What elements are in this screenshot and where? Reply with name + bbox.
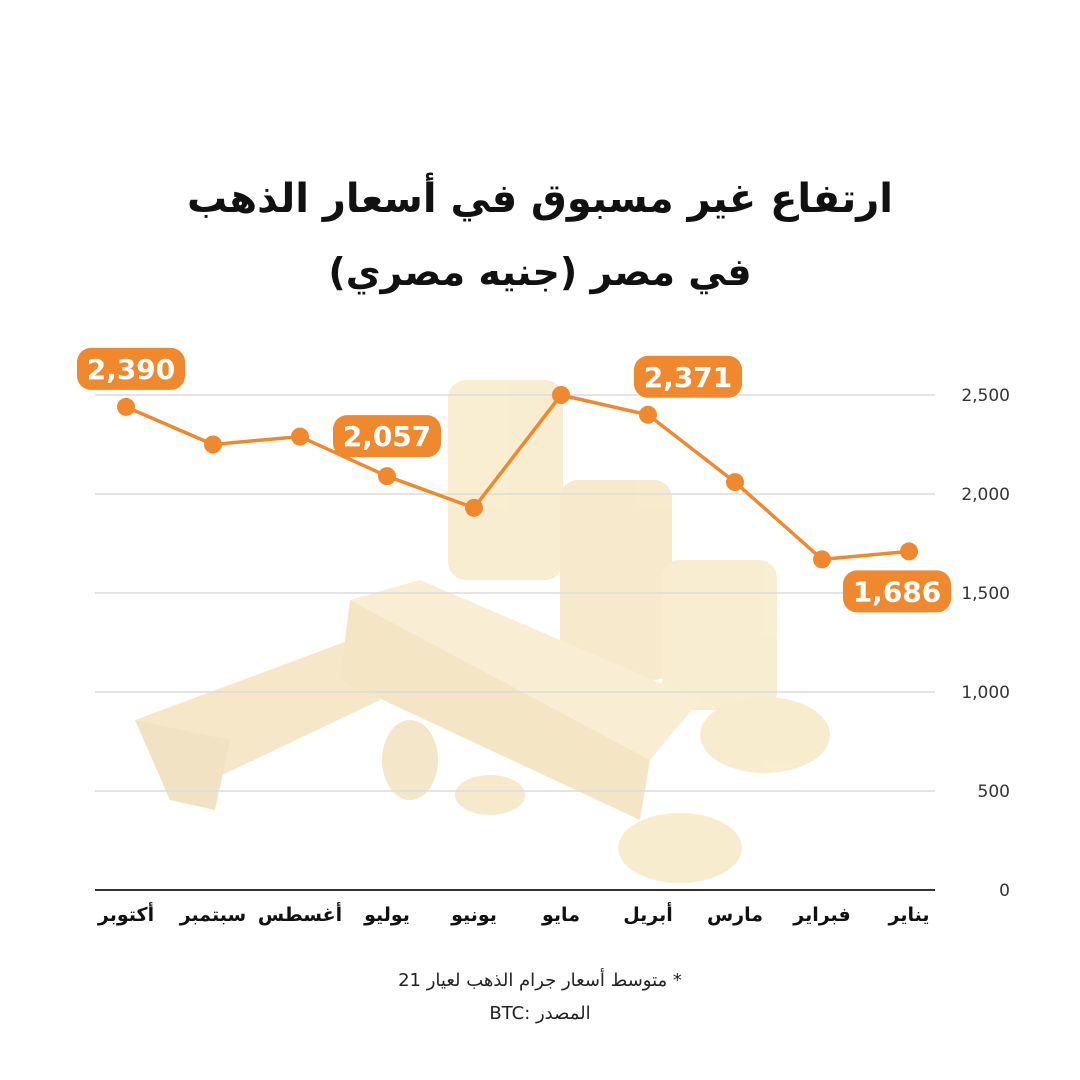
x-tick-label: أغسطس [258, 902, 342, 926]
y-tick-label: 1,500 [961, 584, 1010, 604]
series-line [117, 386, 918, 569]
grid-lines [95, 394, 935, 891]
callout-background [634, 355, 742, 398]
y-tick-label: 2,000 [961, 485, 1010, 505]
footnote: * متوسط أسعار جرام الذهب لعيار 21 [398, 970, 682, 991]
callout-badge: 1,686 [843, 570, 951, 613]
value-callouts: 2,390 2,057 2,371 1,686 [77, 347, 951, 613]
y-tick-label: 500 [978, 782, 1010, 802]
callout-badge: 2,371 [634, 355, 742, 398]
callout-background [843, 570, 951, 613]
callout-badge: 2,057 [333, 415, 441, 458]
x-tick-label: فبراير [792, 904, 850, 926]
x-tick-label: يونيو [450, 904, 497, 926]
y-tick-label: 1,000 [961, 683, 1010, 703]
source-note: المصدر :BTC [489, 1003, 591, 1024]
gold-background-image [135, 380, 830, 883]
callout-badge: 2,390 [77, 347, 185, 390]
data-point [204, 435, 222, 454]
x-tick-label: مارس [707, 904, 763, 926]
series-path [125, 393, 910, 562]
data-point [117, 397, 135, 416]
callout-label: 2,057 [343, 420, 432, 453]
callout-background [333, 415, 441, 458]
data-point [552, 386, 570, 404]
chart-title: ارتفاع غير مسبوق في أسعار الذهب [187, 176, 893, 222]
data-point [639, 405, 657, 424]
x-tick-label: يناير [888, 904, 930, 926]
y-axis-ticks: 0 500 1,000 1,500 2,000 2,500 [961, 386, 1010, 901]
callout-label: 2,371 [644, 361, 733, 394]
data-point [900, 542, 918, 561]
data-point [726, 473, 744, 492]
x-tick-label: مايو [541, 904, 580, 926]
x-tick-label: أبريل [623, 902, 673, 926]
x-tick-label: أكتوبر [97, 902, 154, 926]
x-tick-label: يوليو [363, 904, 410, 926]
data-point [291, 427, 309, 446]
chart-subtitle: في مصر (جنيه مصري) [328, 250, 752, 294]
data-point [378, 467, 396, 486]
data-point [465, 498, 483, 517]
x-tick-label: سبتمبر [179, 904, 247, 926]
data-point [813, 550, 831, 569]
callout-background [77, 347, 185, 390]
callout-label: 1,686 [853, 575, 942, 608]
callout-label: 2,390 [87, 353, 176, 386]
x-axis-ticks: يناير فبراير مارس أبريل مايو يونيو يوليو أغسطس س… [97, 902, 930, 926]
y-tick-label: 2,500 [961, 386, 1010, 406]
y-tick-label: 0 [999, 881, 1010, 901]
